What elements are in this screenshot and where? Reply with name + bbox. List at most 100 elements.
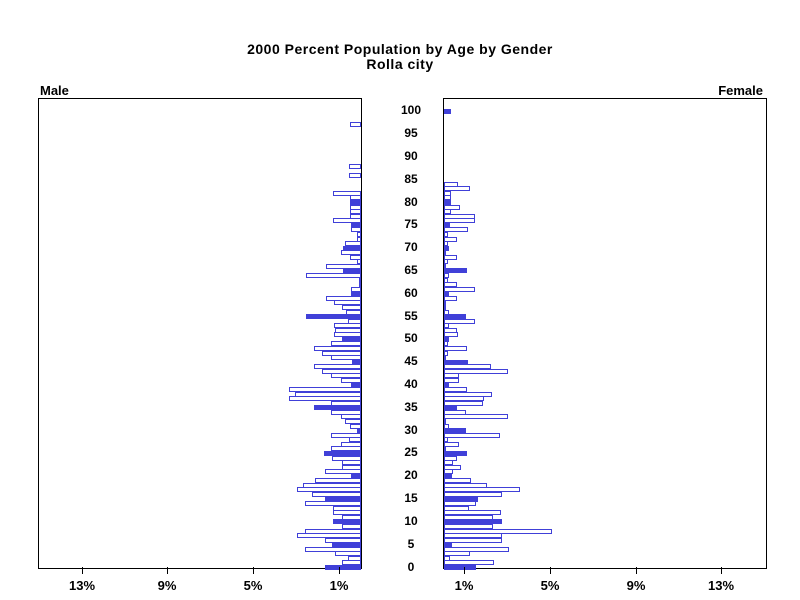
female-bar-age-5: [444, 542, 452, 548]
male-bar-age-50: [342, 336, 361, 342]
female-bar-age-62: [444, 282, 457, 288]
male-bar-age-16: [312, 492, 361, 497]
male-tick-label-13pct: 13%: [68, 578, 96, 593]
female-bar-age-21: [444, 469, 453, 475]
female-tick-label-9pct: 9%: [626, 578, 646, 593]
male-bar-age-86: [349, 172, 361, 178]
female-tick-label-1pct: 1%: [454, 578, 474, 593]
male-bar-age-71: [345, 241, 361, 247]
male-bar-age-73: [357, 231, 361, 237]
male-bar-age-10: [333, 519, 361, 525]
male-bar-age-27: [341, 441, 361, 447]
female-bar-age-48: [444, 346, 467, 352]
male-bar-age-31: [350, 423, 361, 429]
female-bar-age-54: [444, 318, 475, 324]
male-bar-age-53: [334, 323, 361, 329]
female-bar-age-9: [444, 523, 493, 529]
female-bar-age-26: [444, 446, 446, 452]
female-bar-age-64: [444, 273, 449, 279]
male-bar-age-47: [322, 350, 361, 356]
male-bar-age-67: [357, 259, 361, 265]
male-bar-age-56: [346, 309, 361, 315]
female-bar-age-80: [444, 200, 451, 206]
male-bar-age-70: [343, 245, 361, 251]
male-bar-age-1: [342, 560, 361, 566]
male-bar-age-19: [315, 478, 361, 484]
female-bar-age-47: [444, 350, 448, 356]
female-bar-age-10: [444, 519, 502, 525]
male-tick-13pct: [82, 567, 83, 574]
chart-subtitle: Rolla city: [366, 56, 434, 72]
male-bar-age-9: [342, 523, 361, 529]
female-axis-label: Female: [718, 83, 763, 98]
female-bar-age-32: [444, 419, 446, 425]
age-tick-label-95: 95: [404, 126, 418, 141]
female-tick-5pct: [550, 567, 551, 574]
male-bar-age-25: [324, 450, 361, 456]
female-bar-age-49: [444, 341, 448, 347]
age-tick-label-60: 60: [404, 285, 418, 300]
male-bar-age-77: [350, 213, 361, 219]
female-bar-age-38: [444, 391, 492, 397]
female-bar-age-41: [444, 377, 459, 383]
age-tick-label-90: 90: [404, 148, 418, 163]
male-bar-age-3: [335, 551, 361, 557]
male-bar-age-6: [325, 537, 361, 543]
male-bar-age-75: [351, 222, 361, 228]
female-bar-age-71: [444, 241, 448, 247]
female-bar-age-28: [444, 437, 448, 443]
male-bar-age-24: [332, 455, 361, 461]
male-bar-age-15: [325, 496, 361, 502]
age-tick-label-10: 10: [404, 513, 418, 528]
male-bar-age-45: [352, 359, 361, 365]
male-bar-age-39: [289, 387, 361, 393]
male-bar-age-55: [306, 314, 361, 320]
male-bar-age-88: [349, 163, 361, 169]
male-bar-age-82: [333, 190, 361, 196]
male-bar-age-4: [305, 546, 361, 552]
age-tick-label-55: 55: [404, 308, 418, 323]
male-axis-label: Male: [40, 83, 69, 98]
female-bar-age-82: [444, 190, 451, 196]
age-tick-label-0: 0: [407, 559, 415, 574]
female-bar-age-44: [444, 364, 491, 370]
female-bar-age-4: [444, 546, 509, 552]
female-bar-age-36: [444, 400, 483, 406]
female-bar-age-84: [444, 181, 458, 187]
female-bar-age-20: [444, 473, 452, 479]
female-bar-age-81: [444, 195, 451, 201]
female-bar-age-39: [444, 387, 467, 393]
male-bar-age-65: [343, 268, 361, 274]
female-bar-age-3: [444, 551, 470, 557]
female-bar-age-75: [444, 222, 450, 228]
male-bar-age-54: [348, 318, 361, 324]
female-tick-9pct: [636, 567, 637, 574]
male-bar-age-58: [334, 300, 361, 306]
female-bar-age-35: [444, 405, 457, 411]
female-bar-age-13: [444, 505, 469, 511]
male-bar-age-62: [359, 282, 361, 288]
female-bar-age-31: [444, 423, 449, 429]
female-bar-age-0: [444, 565, 476, 570]
female-bar-age-56: [444, 309, 449, 315]
female-bar-age-77: [444, 213, 475, 219]
male-bar-age-60: [351, 291, 361, 297]
male-tick-9pct: [167, 567, 168, 574]
age-tick-label-20: 20: [404, 468, 418, 483]
male-bar-age-97: [350, 122, 361, 128]
male-bar-age-28: [349, 437, 361, 443]
male-bar-age-81: [350, 195, 361, 201]
age-tick-label-40: 40: [404, 377, 418, 392]
female-bar-age-42: [444, 373, 459, 379]
male-bar-age-5: [332, 542, 361, 548]
male-tick-label-5pct: 5%: [243, 578, 263, 593]
age-tick-label-30: 30: [404, 422, 418, 437]
age-tick-label-85: 85: [404, 171, 418, 186]
male-bar-age-37: [289, 396, 361, 402]
female-bar-age-17: [444, 487, 520, 493]
male-bar-age-72: [357, 236, 361, 242]
male-bar-age-29: [331, 432, 361, 438]
male-bar-age-7: [297, 533, 361, 539]
male-tick-1pct: [339, 567, 340, 574]
male-bar-age-26: [331, 446, 361, 452]
